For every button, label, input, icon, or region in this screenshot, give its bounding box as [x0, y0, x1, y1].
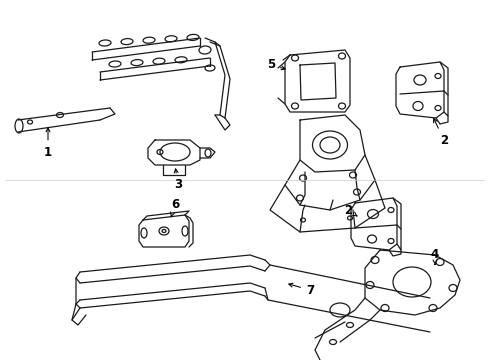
Text: 4: 4: [430, 248, 438, 264]
Text: 1: 1: [44, 128, 52, 158]
Text: 6: 6: [170, 198, 179, 217]
Text: 2: 2: [343, 203, 357, 216]
Text: 2: 2: [433, 118, 447, 147]
Text: 5: 5: [266, 58, 285, 72]
Text: 7: 7: [288, 283, 313, 297]
Text: 3: 3: [174, 169, 182, 192]
